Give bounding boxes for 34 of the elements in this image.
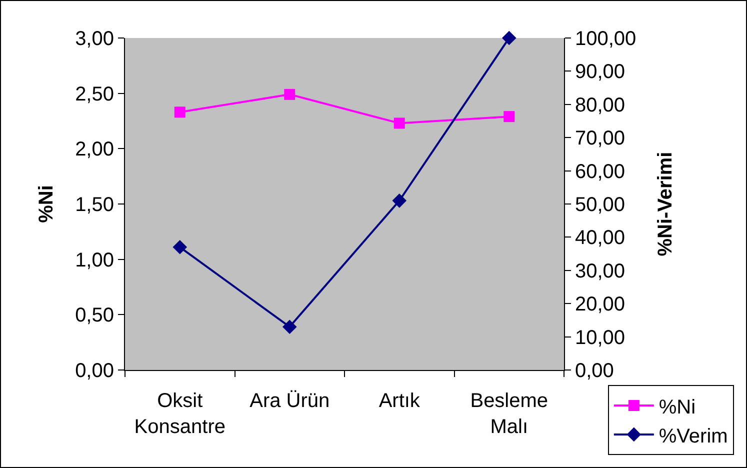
y2-tick-label: 90,00 bbox=[575, 61, 626, 84]
y2-tick-label: 60,00 bbox=[575, 160, 626, 183]
y2-tick-label: 20,00 bbox=[575, 294, 626, 316]
y2-tick-label: 10,00 bbox=[575, 326, 626, 349]
y2-tick-label: 70,00 bbox=[575, 128, 626, 150]
point bbox=[282, 320, 297, 334]
y-tick-label: 3,00 bbox=[75, 28, 114, 50]
x-tick-label: Artık bbox=[378, 390, 421, 412]
point bbox=[174, 106, 186, 118]
y-tick-label: 2,00 bbox=[75, 138, 114, 161]
point bbox=[172, 240, 188, 254]
point bbox=[284, 88, 296, 100]
y2-axis-title: %Ni-Verimi bbox=[654, 152, 677, 256]
point bbox=[504, 111, 515, 122]
y2-tick-label: 50,00 bbox=[575, 194, 626, 216]
point bbox=[394, 118, 405, 129]
y2-tick-label: 30,00 bbox=[575, 260, 626, 282]
y-axis-title: %Ni bbox=[36, 185, 58, 223]
legend-label: %Ni bbox=[658, 396, 696, 418]
point bbox=[502, 30, 516, 46]
y-tick-label: 2,50 bbox=[75, 83, 114, 106]
y-tick-label: 1,50 bbox=[75, 194, 114, 216]
y2-tick-label: 80,00 bbox=[575, 94, 626, 116]
y-tick-label: 0,50 bbox=[75, 304, 114, 327]
y2-tick-label: 40,00 bbox=[575, 227, 626, 250]
y2-tick-label: 0,00 bbox=[575, 360, 614, 382]
x-tick-label: Oksit Konsantre bbox=[134, 390, 226, 438]
x-tick-label: Ara Ürün bbox=[250, 390, 330, 412]
y-tick-label: 0,00 bbox=[75, 360, 114, 382]
x-tick-label: Besleme Malı bbox=[470, 390, 548, 438]
point bbox=[392, 194, 407, 208]
legend-label: %Verim bbox=[658, 425, 728, 448]
y2-tick-label: 100,00 bbox=[575, 28, 636, 50]
y-tick-label: 1,00 bbox=[75, 249, 114, 272]
